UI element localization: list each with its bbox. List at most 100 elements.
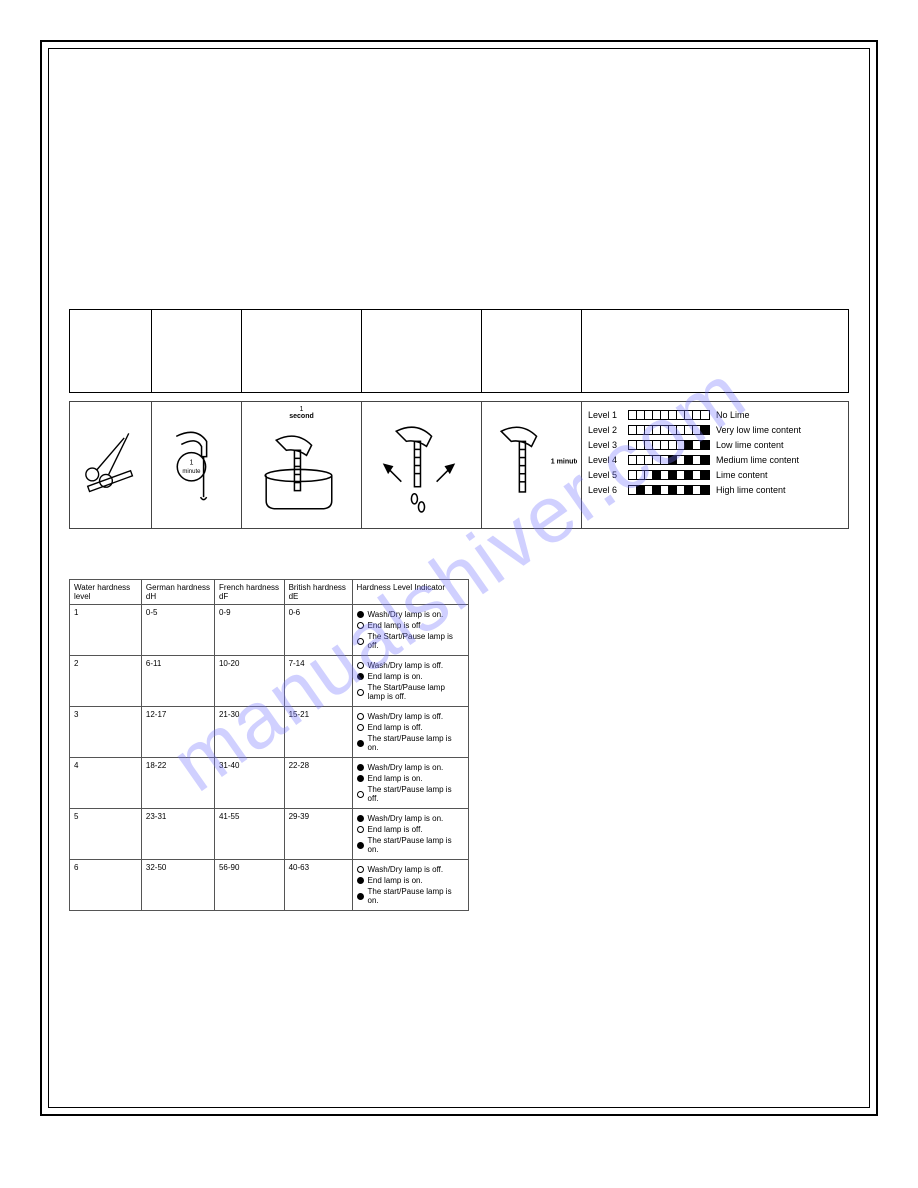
square (701, 471, 709, 479)
lamp-dot-icon (357, 764, 364, 771)
indicator-text: Wash/Dry lamp is off. (368, 712, 444, 721)
lamp-dot-icon (357, 775, 364, 782)
table-row: 523-3141-5529-39Wash/Dry lamp is on.End … (70, 809, 469, 860)
table-row: 312-1721-3015-21Wash/Dry lamp is off.End… (70, 707, 469, 758)
square (645, 411, 653, 419)
col-british: British hardness dE (284, 580, 352, 605)
level-desc: Very low lime content (716, 425, 801, 435)
square (653, 411, 661, 419)
empty-cell (482, 310, 582, 392)
square (661, 426, 669, 434)
number-one: 1 (300, 406, 304, 413)
indicator-row: Wash/Dry lamp is on. (357, 610, 464, 619)
lamp-dot-icon (357, 673, 364, 680)
square (677, 486, 685, 494)
empty-cell (362, 310, 482, 392)
cell-de: 15-21 (284, 707, 352, 758)
wait-icon: 1 minute (486, 406, 577, 527)
test-strip-instructions: 1 minute 1 second (69, 401, 849, 529)
indicator-text: Wash/Dry lamp is on. (368, 814, 444, 823)
square (701, 441, 709, 449)
indicator-text: Wash/Dry lamp is off. (368, 661, 444, 670)
hardness-table: Water hardness level German hardness dH … (69, 579, 469, 911)
square (693, 456, 701, 464)
indicator-text: The start/Pause lamp is off. (368, 785, 464, 803)
cell-df: 10-20 (214, 656, 284, 707)
indicator-row: The start/Pause lamp is on. (357, 887, 464, 905)
lamp-dot-icon (357, 866, 364, 873)
square (677, 471, 685, 479)
level-desc: Lime content (716, 470, 768, 480)
col-french: French hardness dF (214, 580, 284, 605)
indicator-row: End lamp is off. (357, 723, 464, 732)
cell-indicator: Wash/Dry lamp is off.End lamp is off.The… (352, 707, 468, 758)
cell-dh: 18-22 (141, 758, 214, 809)
step-dip: 1 second (242, 402, 362, 528)
square (661, 486, 669, 494)
square (637, 471, 645, 479)
square (677, 426, 685, 434)
square (677, 456, 685, 464)
level-name: Level 5 (588, 470, 628, 480)
square (661, 411, 669, 419)
indicator-text: The Start/Pause lamp lamp is off. (368, 683, 464, 701)
square (645, 471, 653, 479)
minute-label: minute (182, 469, 201, 475)
level-squares (628, 485, 710, 495)
page-inner-border: manualshiver.com 1 minute (48, 48, 870, 1108)
square (653, 426, 661, 434)
cell-level: 4 (70, 758, 142, 809)
step-scissors (70, 402, 152, 528)
square (701, 411, 709, 419)
table-header-row: Water hardness level German hardness dH … (70, 580, 469, 605)
table-row: 10-50-90-6Wash/Dry lamp is on.End lamp i… (70, 605, 469, 656)
square (669, 426, 677, 434)
square (637, 456, 645, 464)
indicator-row: Wash/Dry lamp is off. (357, 661, 464, 670)
square (645, 486, 653, 494)
square (661, 456, 669, 464)
square (629, 486, 637, 494)
cell-level: 1 (70, 605, 142, 656)
indicator-row: End lamp is off (357, 621, 464, 630)
cell-dh: 23-31 (141, 809, 214, 860)
level-squares (628, 470, 710, 480)
level-name: Level 2 (588, 425, 628, 435)
shake-icon (366, 406, 477, 527)
square (701, 426, 709, 434)
square (637, 411, 645, 419)
lamp-dot-icon (357, 611, 364, 618)
square (685, 411, 693, 419)
top-blank-space (69, 79, 849, 309)
step-shake (362, 402, 482, 528)
empty-cell (582, 310, 848, 392)
col-german: German hardness dH (141, 580, 214, 605)
square (669, 411, 677, 419)
empty-cell (152, 310, 242, 392)
level-row: Level 3Low lime content (588, 440, 842, 450)
level-name: Level 4 (588, 455, 628, 465)
lamp-dot-icon (357, 815, 364, 822)
square (653, 471, 661, 479)
square (637, 441, 645, 449)
level-name: Level 1 (588, 410, 628, 420)
level-row: Level 2 Very low lime content (588, 425, 842, 435)
table-row: 418-2231-4022-28Wash/Dry lamp is on.End … (70, 758, 469, 809)
square (685, 456, 693, 464)
lamp-dot-icon (357, 791, 364, 798)
square (685, 486, 693, 494)
step-wait: 1 minute (482, 402, 582, 528)
square (693, 471, 701, 479)
indicator-text: Wash/Dry lamp is on. (368, 610, 444, 619)
minute-label: 1 minute (551, 459, 577, 466)
lamp-dot-icon (357, 713, 364, 720)
level-name: Level 6 (588, 485, 628, 495)
square (637, 486, 645, 494)
lamp-dot-icon (357, 826, 364, 833)
empty-cell (70, 310, 152, 392)
square (661, 471, 669, 479)
cell-indicator: Wash/Dry lamp is off.End lamp is on.The … (352, 860, 468, 911)
level-row: Level 6High lime content (588, 485, 842, 495)
cell-de: 29-39 (284, 809, 352, 860)
indicator-text: The start/Pause lamp is on. (368, 887, 464, 905)
